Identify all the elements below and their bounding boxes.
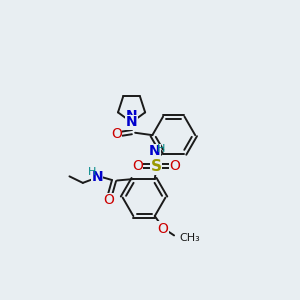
- Text: H: H: [157, 144, 166, 154]
- Text: N: N: [126, 115, 137, 129]
- Text: N: N: [91, 170, 103, 184]
- Text: H: H: [88, 167, 97, 177]
- Text: O: O: [169, 159, 180, 173]
- Text: O: O: [111, 127, 122, 141]
- Text: O: O: [132, 159, 143, 173]
- Text: N: N: [148, 144, 160, 158]
- Text: CH₃: CH₃: [179, 233, 200, 243]
- Text: O: O: [158, 222, 169, 236]
- Text: S: S: [150, 159, 161, 174]
- Text: N: N: [126, 109, 137, 123]
- Text: O: O: [103, 193, 114, 207]
